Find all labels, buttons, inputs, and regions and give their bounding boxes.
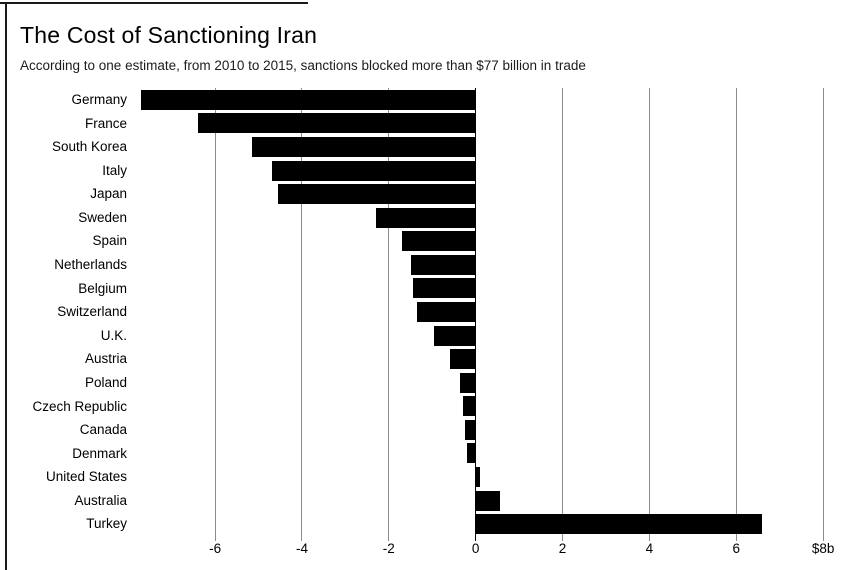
bar-germany (141, 89, 476, 110)
x-tick-label: $8b (811, 541, 835, 556)
bar-japan (278, 184, 476, 205)
category-label: Switzerland (57, 304, 127, 320)
window-edge-left (5, 2, 7, 570)
bar-south-korea (252, 136, 476, 157)
bar-canada (464, 419, 476, 440)
bar-sweden (375, 207, 476, 228)
bar-czech-republic (462, 396, 476, 417)
category-axis: Germany France South Korea Italy Japan Sweden… (0, 88, 127, 536)
category-label: Turkey (86, 516, 127, 532)
category-label: Denmark (72, 445, 127, 461)
bar-poland (460, 372, 476, 393)
chart-title: The Cost of Sanctioning Iran (20, 22, 318, 48)
gridline (735, 88, 737, 541)
plot-area (133, 88, 844, 541)
category-label: Austria (84, 351, 127, 367)
category-label: United States (45, 469, 127, 485)
x-tick-label: 0 (471, 541, 480, 556)
chart-subtitle: According to one estimate, from 2010 to … (20, 58, 586, 73)
gridline (562, 88, 564, 541)
category-label: Czech Republic (32, 398, 127, 414)
x-tick-label: -2 (382, 541, 395, 556)
category-label: France (84, 115, 127, 131)
category-label: Australia (74, 492, 127, 508)
x-tick-label: 6 (732, 541, 741, 556)
category-label: Spain (92, 233, 127, 249)
bar-france (197, 113, 476, 134)
bar-denmark (467, 443, 476, 464)
x-tick-label: 4 (645, 541, 654, 556)
bar-switzerland (417, 302, 476, 322)
gridline (301, 88, 303, 541)
gridline (648, 88, 650, 541)
bar-turkey (475, 514, 763, 535)
category-label: U.K. (100, 327, 127, 343)
category-label: Germany (71, 92, 127, 107)
bar-belgium (412, 278, 476, 299)
bar-australia (475, 490, 500, 511)
category-label: Netherlands (54, 257, 127, 273)
gridline (822, 88, 824, 541)
gridline (388, 88, 390, 541)
bar-united-states (475, 467, 480, 488)
gridline (214, 88, 216, 541)
bar-austria (449, 349, 476, 370)
category-label: Japan (90, 186, 127, 202)
category-label: Sweden (78, 209, 127, 225)
x-tick-label: -6 (209, 541, 222, 556)
x-tick-label: -4 (295, 541, 308, 556)
bar-italy (271, 160, 476, 181)
category-label: Canada (79, 422, 127, 438)
bar-u-k (434, 325, 476, 346)
bar-netherlands (410, 254, 476, 275)
zero-line (474, 88, 477, 541)
window-edge-top (0, 2, 308, 4)
category-label: Italy (102, 162, 127, 178)
x-tick-label: 2 (558, 541, 567, 556)
category-label: South Korea (51, 139, 127, 155)
category-label: Poland (84, 374, 127, 390)
category-label: Belgium (78, 280, 127, 296)
bar-spain (401, 231, 476, 252)
